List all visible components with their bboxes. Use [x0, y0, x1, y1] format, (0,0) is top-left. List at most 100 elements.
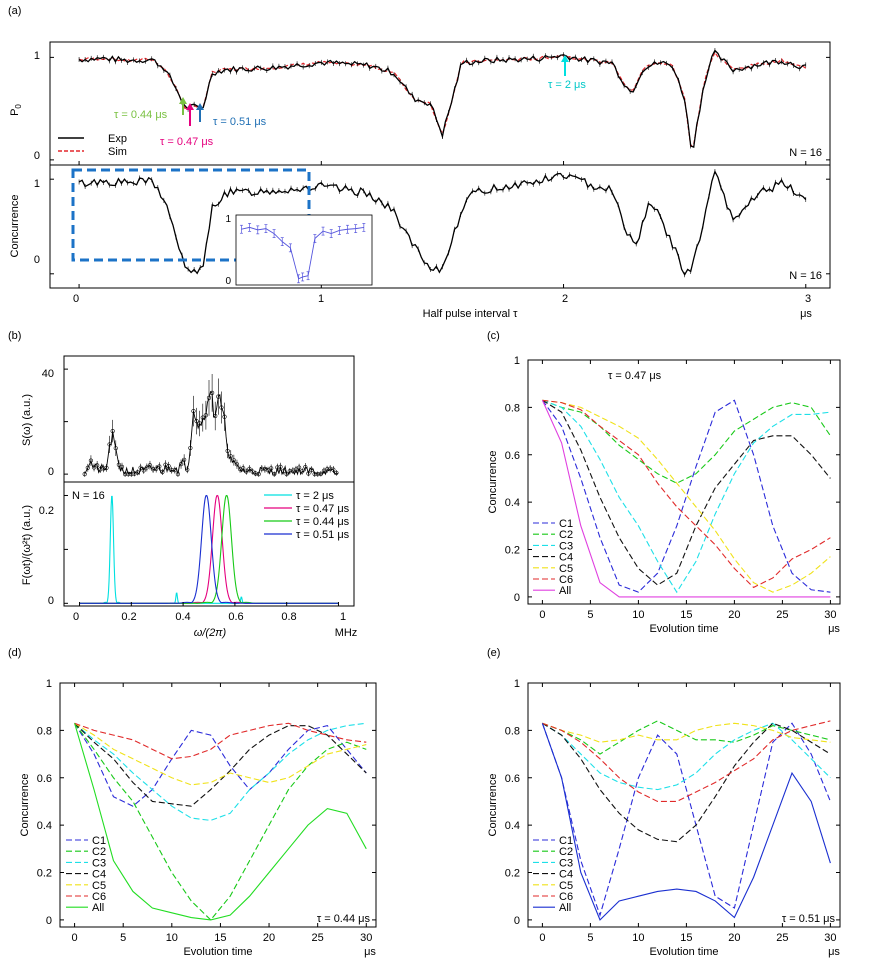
b-xtick-3: 0.6	[228, 611, 243, 623]
x-tick-label: 25	[776, 932, 788, 944]
x-tick-label: 15	[214, 932, 226, 944]
spectrum-point	[129, 472, 134, 477]
spectrum-point	[166, 464, 171, 469]
spectrum-point	[293, 467, 299, 472]
x-tick-label: 15	[680, 609, 692, 621]
legend-label: C2	[559, 529, 573, 541]
legend-label: C5	[92, 880, 106, 892]
spectrum-point	[197, 421, 202, 426]
spectrum-point	[306, 471, 311, 476]
b-xtick-2: 0.4	[175, 611, 190, 623]
exp-trace	[78, 169, 807, 277]
p0-ylabel: P0	[9, 104, 23, 116]
spectrum-point	[150, 467, 156, 472]
p0-n-label: N = 16	[789, 147, 822, 159]
legend-label: C5	[559, 563, 573, 575]
x-axis-label: Evolution time	[183, 946, 252, 958]
filter-plot	[64, 494, 339, 606]
series-c1	[541, 399, 831, 593]
spectrum-point	[210, 390, 215, 396]
arrow-tau044	[179, 97, 187, 115]
y-axis-label: Concurrence	[487, 774, 499, 837]
spectrum-point	[334, 470, 339, 476]
spectrum-point	[107, 442, 112, 447]
y-tick-label: 0.6	[505, 773, 520, 785]
spectrum-point	[324, 467, 330, 472]
p0-ytick-1: 1	[34, 50, 40, 62]
filt-ylabel: F(ωt)/(ω²t) (a.u.)	[21, 505, 33, 585]
spectrum-point	[328, 466, 333, 471]
panel-d-label: (d)	[8, 647, 21, 659]
x-tick-label: 30	[360, 932, 372, 944]
spectrum-point	[185, 467, 190, 472]
b-xtick-4: 0.8	[281, 611, 296, 623]
spectrum-point	[315, 472, 320, 477]
legend-label: All	[92, 902, 104, 914]
y-tick-label: 1	[514, 678, 520, 690]
a-xtick-1: 1	[318, 293, 324, 305]
x-tick-label: 10	[632, 932, 644, 944]
spectrum-point	[135, 470, 140, 475]
legend-label: C3	[559, 857, 573, 869]
spectrum-point	[253, 471, 258, 476]
spectrum-point	[113, 446, 118, 451]
inset-ytick-0: 0	[225, 276, 231, 287]
spectrum-point	[104, 465, 109, 470]
tau-label: τ = 0.44 μs	[317, 913, 371, 925]
sim-trace	[78, 51, 807, 148]
spec-ylabel: S(ω) (a.u.)	[21, 394, 33, 446]
spectrum-point	[222, 414, 227, 419]
y-tick-label: 0.2	[37, 868, 52, 880]
spectrum-point	[265, 468, 271, 473]
spectrum-point	[259, 466, 264, 471]
svg-text:τ = 0.44 μs: τ = 0.44 μs	[296, 516, 350, 528]
x-axis-unit: μs	[828, 623, 840, 635]
series-c5	[542, 399, 831, 593]
x-tick-label: 20	[263, 932, 275, 944]
spectrum-point	[228, 454, 233, 459]
legend-label: C3	[92, 857, 106, 869]
b-xtick-0: 0	[73, 611, 79, 623]
arrow-tau047	[186, 103, 194, 126]
legend-label: C6	[92, 891, 106, 903]
spectrum-point	[331, 467, 336, 472]
series-c5	[542, 722, 831, 743]
conc-n-label: N = 16	[789, 270, 822, 282]
y-tick-label: 0.2	[505, 868, 520, 880]
x-tick-label: 25	[312, 932, 324, 944]
plot-frame	[527, 682, 841, 928]
spectrum-point	[275, 465, 280, 470]
conc-ytick-1: 1	[34, 178, 40, 190]
legend-label: C4	[559, 552, 573, 564]
spectrum-point	[178, 461, 184, 467]
y-tick-label: 0.8	[37, 725, 52, 737]
y-tick-label: 1	[46, 678, 52, 690]
filter-curve	[79, 494, 338, 604]
conc-ylabel: Concurrence	[9, 195, 21, 258]
spectrum-point	[256, 472, 261, 477]
spectrum-point	[234, 462, 240, 467]
spectrum-point	[126, 472, 131, 477]
annot-tau047: τ = 0.47 μs	[160, 136, 214, 148]
series-c3	[74, 722, 367, 821]
x-tick-label: 0	[72, 932, 78, 944]
x-tick-label: 10	[632, 609, 644, 621]
legend-label: C3	[559, 540, 573, 552]
spectrum-point	[303, 464, 308, 470]
spectrum-point	[138, 465, 143, 470]
a-xtick-2: 2	[562, 293, 568, 305]
svg-text:τ = 0.47 μs: τ = 0.47 μs	[296, 503, 350, 515]
spectrum-point	[247, 466, 252, 471]
x-tick-label: 0	[539, 609, 545, 621]
series-all	[74, 723, 367, 921]
legend-label: C5	[559, 880, 573, 892]
spectrum-point	[225, 448, 230, 454]
inset-frame	[235, 214, 373, 286]
spectrum-point	[160, 469, 165, 475]
x-axis-unit: μs	[828, 946, 840, 958]
series-c6	[542, 720, 831, 802]
x-tick-label: 0	[539, 932, 545, 944]
y-tick-label: 1	[514, 355, 520, 367]
spectrum-point	[272, 472, 277, 477]
series-c2	[542, 720, 831, 755]
